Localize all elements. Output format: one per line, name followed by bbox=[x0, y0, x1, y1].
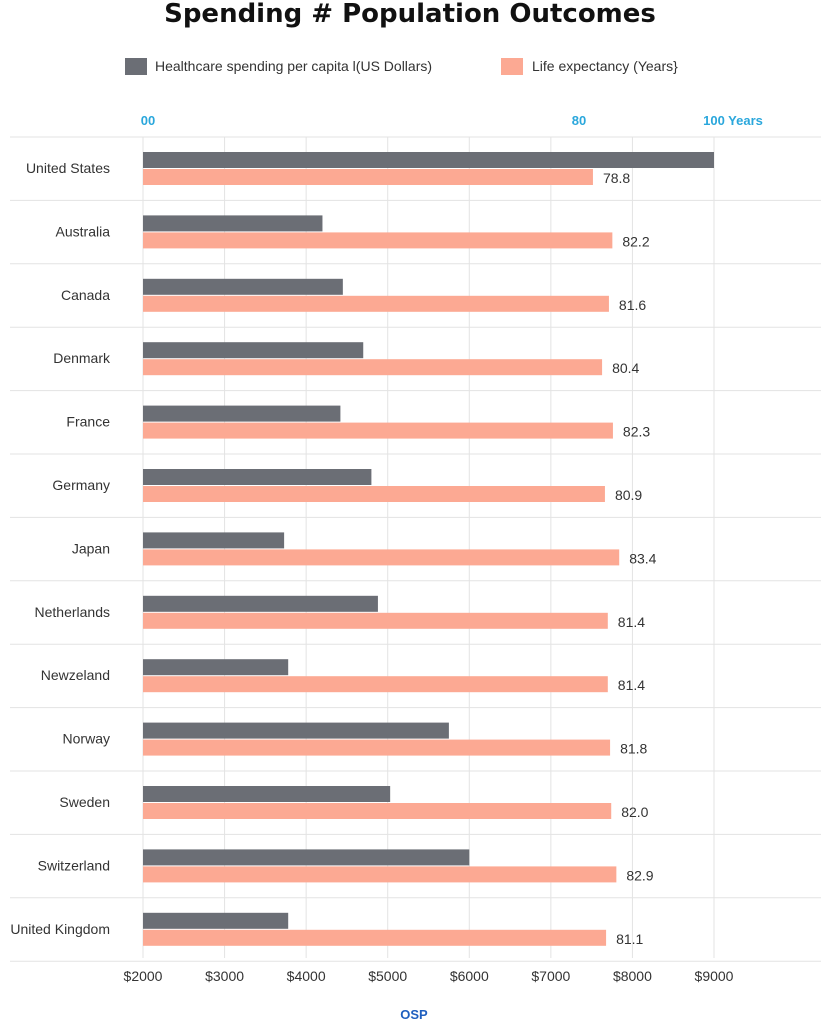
bar-life-expectancy bbox=[143, 295, 609, 312]
category-label: United Kingdom bbox=[10, 921, 110, 937]
data-label-life-expectancy: 81.8 bbox=[620, 741, 647, 757]
source-label: OSP bbox=[400, 1007, 428, 1022]
legend-label-life-expectancy: Life expectancy (Years} bbox=[532, 58, 678, 74]
top-axis-tick-label: 100 Years bbox=[703, 113, 763, 128]
bar-spending bbox=[143, 342, 364, 359]
category-label: United States bbox=[26, 160, 110, 176]
category-label: Denmark bbox=[53, 350, 111, 366]
legend-swatch-life-expectancy bbox=[501, 58, 523, 75]
bottom-axis-tick-label: $3000 bbox=[205, 968, 244, 984]
category-label: Sweden bbox=[59, 794, 110, 810]
bar-life-expectancy bbox=[143, 486, 605, 502]
bar-spending bbox=[143, 786, 391, 802]
bar-life-expectancy bbox=[143, 929, 607, 946]
bar-life-expectancy bbox=[143, 612, 608, 629]
data-label-life-expectancy: 80.9 bbox=[615, 487, 642, 503]
bar-spending bbox=[143, 722, 449, 739]
bottom-axis-tick-label: $9000 bbox=[695, 968, 734, 984]
bottom-axis-tick-label: $7000 bbox=[531, 968, 570, 984]
bar-life-expectancy bbox=[143, 803, 612, 819]
data-label-life-expectancy: 82.9 bbox=[626, 867, 653, 883]
bottom-axis-tick-label: $8000 bbox=[613, 968, 652, 984]
legend-swatch-spending bbox=[125, 58, 147, 75]
bar-life-expectancy bbox=[143, 422, 613, 439]
data-label-life-expectancy: 81.4 bbox=[618, 677, 645, 693]
top-axis-tick-label: 80 bbox=[572, 113, 586, 128]
data-label-life-expectancy: 81.4 bbox=[618, 614, 645, 630]
bar-spending bbox=[143, 532, 285, 549]
category-label: Australia bbox=[56, 223, 111, 239]
data-label-life-expectancy: 82.0 bbox=[621, 804, 648, 820]
bar-spending bbox=[143, 278, 343, 295]
bar-spending bbox=[143, 469, 372, 485]
category-label: Newzeland bbox=[41, 667, 110, 683]
data-label-life-expectancy: 78.8 bbox=[603, 170, 630, 186]
category-label: Germany bbox=[52, 477, 110, 493]
bar-life-expectancy bbox=[143, 169, 593, 185]
bar-life-expectancy bbox=[143, 739, 611, 756]
bar-spending bbox=[143, 595, 378, 612]
chart-title: Spending # Population Outcomes bbox=[164, 0, 656, 29]
data-label-life-expectancy: 82.2 bbox=[622, 233, 649, 249]
bar-spending bbox=[143, 405, 341, 422]
bar-life-expectancy bbox=[143, 676, 608, 693]
bottom-axis-tick-label: $5000 bbox=[368, 968, 407, 984]
bar-life-expectancy bbox=[143, 549, 620, 566]
category-label: Switzerland bbox=[38, 857, 110, 873]
data-label-life-expectancy: 82.3 bbox=[623, 424, 650, 440]
data-label-life-expectancy: 81.6 bbox=[619, 297, 646, 313]
data-label-life-expectancy: 81.1 bbox=[616, 931, 643, 947]
bar-life-expectancy bbox=[143, 866, 617, 883]
category-label: Norway bbox=[63, 731, 110, 747]
bar-spending bbox=[143, 152, 714, 168]
bar-spending bbox=[143, 215, 323, 232]
bottom-axis-tick-label: $4000 bbox=[287, 968, 326, 984]
category-label: Netherlands bbox=[35, 604, 111, 620]
bar-life-expectancy bbox=[143, 359, 603, 376]
category-label: France bbox=[66, 414, 110, 430]
legend-label-spending: Healthcare spending per capita l(US Doll… bbox=[155, 58, 432, 74]
bar-life-expectancy bbox=[143, 232, 613, 249]
data-label-life-expectancy: 83.4 bbox=[629, 550, 656, 566]
bar-spending bbox=[143, 912, 289, 929]
bar-spending bbox=[143, 849, 470, 866]
top-axis-tick-label: 00 bbox=[141, 113, 155, 128]
bar-spending bbox=[143, 659, 289, 676]
bottom-axis-tick-label: $2000 bbox=[124, 968, 163, 984]
data-label-life-expectancy: 80.4 bbox=[612, 360, 639, 376]
category-label: Japan bbox=[72, 540, 110, 556]
category-label: Canada bbox=[61, 287, 110, 303]
bottom-axis-tick-label: $6000 bbox=[450, 968, 489, 984]
